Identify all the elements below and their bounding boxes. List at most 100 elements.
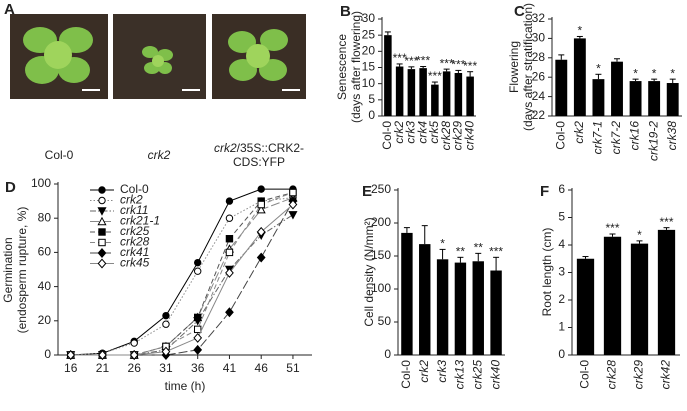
y-tick-label: 5 [558, 210, 565, 224]
legend-label: crk41 [120, 245, 149, 259]
series-line [70, 204, 294, 356]
x-tick-label: crk42 [659, 360, 673, 390]
caption-part: crk2 [214, 141, 237, 155]
significance: * [440, 237, 445, 251]
y-tick-label: 15 [362, 60, 376, 74]
bar [431, 84, 439, 116]
bar [419, 244, 431, 355]
caption-part: /35S::CRK2- [237, 141, 304, 155]
x-tick-label: crk40 [462, 121, 476, 151]
legend-label: crk28 [120, 235, 150, 249]
legend-marker [97, 258, 107, 269]
marker [98, 350, 107, 360]
legend-marker [98, 228, 106, 236]
marker [162, 320, 170, 328]
bar [419, 68, 427, 116]
marker [225, 235, 234, 243]
y-tick-label: 0 [44, 347, 51, 361]
y-tick-label: 100 [31, 176, 51, 190]
x-tick-label: 16 [64, 361, 78, 375]
x-tick-label: crk28 [605, 360, 619, 390]
marker [225, 267, 234, 278]
y-axis-label: Senescence [335, 34, 349, 100]
marker [225, 248, 234, 257]
marker [225, 214, 234, 222]
y-tick-label: 22 [532, 108, 546, 122]
x-tick-label: crk7-2 [609, 121, 623, 155]
marker [162, 311, 170, 320]
y-tick-label: 5 [368, 92, 375, 106]
x-tick-label: Col-0 [578, 360, 592, 389]
marker [193, 332, 203, 343]
caption: CDS:YFP [233, 155, 285, 169]
x-tick-label: Col-0 [380, 121, 394, 150]
y-tick-label: 32 [532, 11, 546, 25]
x-tick-label: crk3 [404, 121, 418, 144]
bar [648, 81, 661, 116]
marker [257, 200, 265, 209]
significance: *** [428, 69, 442, 83]
x-tick-label: 31 [159, 361, 173, 375]
x-tick-label: crk3 [435, 360, 449, 383]
marker [129, 350, 139, 360]
legend-label: crk2 [120, 193, 143, 207]
series-line [70, 197, 294, 356]
y-tick-label: 26 [532, 69, 546, 83]
significance: *** [404, 54, 418, 68]
x-tick-label: crk29 [451, 121, 465, 151]
marker [225, 197, 234, 205]
y-axis-label: Germination [1, 237, 15, 302]
bar [555, 59, 568, 116]
bar [576, 258, 595, 355]
significance: * [670, 66, 675, 80]
y-tick-label: 10 [362, 76, 376, 90]
x-tick-label: crk13 [453, 360, 467, 390]
significance: *** [659, 215, 673, 229]
marker [288, 199, 298, 210]
caption: crk2/35S::CRK2- [214, 141, 304, 155]
y-tick-label: 200 [371, 215, 391, 229]
significance: ** [474, 241, 484, 255]
y-axis-label: (days after flowering) [349, 11, 363, 123]
caption: crk2 [148, 148, 171, 162]
marker [161, 346, 171, 357]
y-axis-label: Cell density (N/mm²) [362, 217, 376, 326]
x-tick-label: crk2 [392, 121, 406, 144]
y-tick-label: 50 [378, 314, 392, 328]
bar [630, 243, 649, 355]
series-line [70, 192, 294, 356]
y-tick-label: 20 [362, 44, 376, 58]
bar [472, 261, 484, 355]
marker [194, 325, 202, 334]
significance: * [637, 228, 642, 242]
significance: * [596, 61, 601, 75]
bar [611, 61, 623, 116]
y-tick-label: 40 [38, 279, 52, 293]
legend-label: crk25 [120, 224, 150, 238]
x-tick-label: crk25 [470, 360, 484, 390]
marker [256, 252, 266, 263]
y-tick-label: 25 [362, 27, 376, 41]
marker [66, 350, 76, 360]
panel-letter: F [540, 183, 549, 200]
significance: *** [416, 54, 430, 68]
y-tick-label: 3 [558, 265, 565, 279]
caption: Col-0 [45, 148, 74, 162]
significance: *** [440, 56, 454, 70]
significance: *** [393, 51, 407, 65]
marker [194, 258, 202, 267]
bar [657, 229, 676, 355]
y-axis-label: (days after stratification) [521, 3, 535, 131]
bar [442, 71, 451, 116]
x-tick-label: crk38 [665, 121, 679, 151]
marker [193, 344, 203, 355]
x-tick-label: crk7-1 [591, 121, 605, 154]
legend-label: Col-0 [120, 182, 149, 196]
series-line [70, 192, 294, 356]
x-tick-label: crk5 [427, 121, 441, 144]
bar [454, 72, 463, 116]
panel-letter: E [362, 183, 372, 200]
x-tick-label: 26 [128, 361, 142, 375]
y-tick-label: 6 [558, 182, 565, 196]
marker [257, 185, 265, 193]
